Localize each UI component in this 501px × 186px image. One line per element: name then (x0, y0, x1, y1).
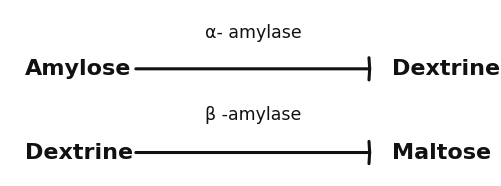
Text: Dextrine: Dextrine (391, 59, 498, 79)
Text: Maltose: Maltose (391, 142, 489, 163)
Text: α- amylase: α- amylase (205, 25, 301, 42)
Text: Amylose: Amylose (25, 59, 131, 79)
Text: β -amylase: β -amylase (205, 106, 301, 124)
Text: Dextrine: Dextrine (25, 142, 133, 163)
